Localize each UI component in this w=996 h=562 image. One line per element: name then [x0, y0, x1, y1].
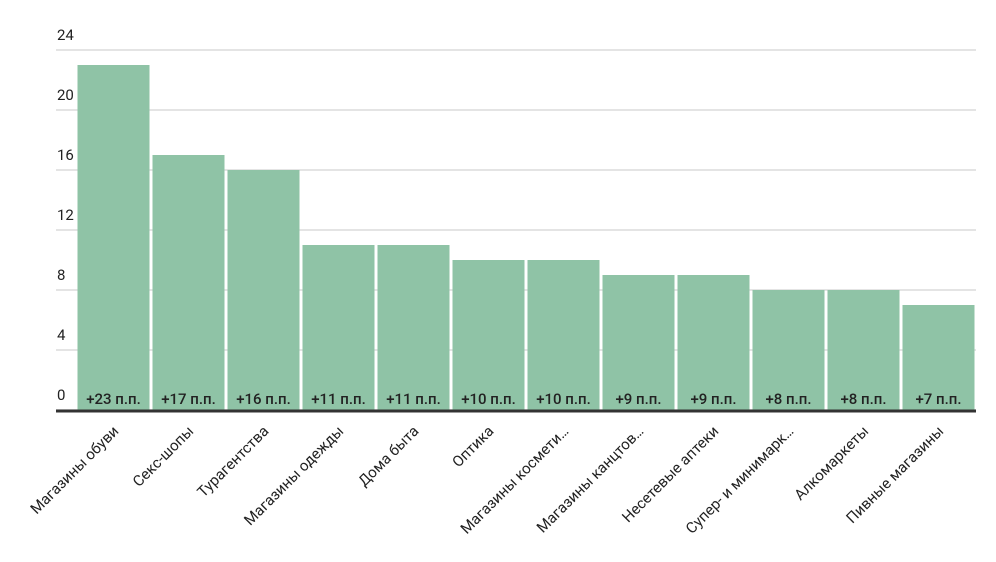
value-label: +8 п.п.: [840, 390, 886, 408]
y-tick-label: 8: [57, 266, 65, 284]
value-label: +10 п.п.: [536, 390, 591, 408]
bar: [152, 155, 225, 410]
y-tick-label: 16: [57, 146, 74, 164]
bar: [902, 305, 975, 410]
bar: [827, 290, 900, 410]
x-tick-label: Магазины обуви: [27, 422, 123, 518]
x-tick-label: Алкомаркеты: [791, 422, 873, 504]
x-tick-label: Турагентства: [194, 422, 273, 501]
y-tick-label: 24: [57, 26, 74, 44]
value-label: +16 п.п.: [236, 390, 291, 408]
x-tick-label: Дома быта: [354, 422, 422, 490]
value-label: +11 п.п.: [311, 390, 366, 408]
value-label: +9 п.п.: [690, 390, 736, 408]
value-label: +8 п.п.: [765, 390, 811, 408]
y-tick-label: 12: [57, 206, 74, 224]
bar: [302, 245, 375, 410]
bar: [77, 65, 150, 410]
value-label: +10 п.п.: [461, 390, 516, 408]
x-tick-label: Секс-шопы: [129, 422, 197, 490]
bar: [602, 275, 675, 410]
y-tick-label: 20: [57, 86, 74, 104]
y-tick-label: 4: [57, 326, 66, 344]
bar: [377, 245, 450, 410]
y-tick-label: 0: [57, 386, 65, 404]
value-label: +7 п.п.: [915, 390, 961, 408]
bar: [452, 260, 525, 410]
value-label: +23 п.п.: [86, 390, 141, 408]
bar: [752, 290, 825, 410]
bar: [677, 275, 750, 410]
bar: [527, 260, 600, 410]
value-label: +9 п.п.: [615, 390, 661, 408]
value-label: +17 п.п.: [161, 390, 216, 408]
value-label: +11 п.п.: [386, 390, 441, 408]
x-tick-label: Оптика: [448, 422, 497, 471]
bar: [227, 170, 300, 410]
